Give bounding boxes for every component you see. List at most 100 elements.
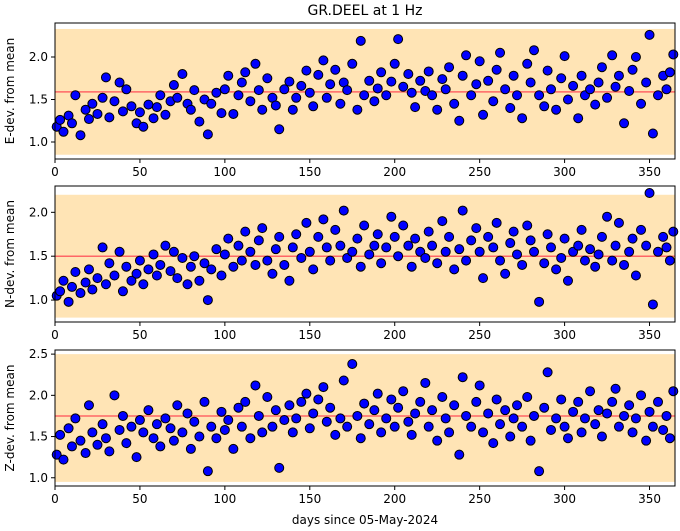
data-point (211, 244, 222, 255)
data-point (296, 396, 307, 407)
data-point (386, 394, 397, 405)
data-point (525, 235, 536, 246)
data-point (372, 83, 383, 94)
data-point (55, 286, 66, 297)
data-point (262, 255, 273, 266)
data-point (508, 413, 519, 424)
data-point (579, 255, 590, 266)
data-point (202, 129, 213, 140)
data-point (233, 90, 244, 101)
data-point (279, 415, 290, 426)
data-point (559, 51, 570, 62)
data-point (330, 429, 341, 440)
data-point (512, 249, 523, 260)
data-point (474, 380, 485, 391)
data-point (389, 58, 400, 69)
data-point (505, 238, 516, 249)
data-point (296, 80, 307, 91)
data-point (185, 104, 196, 115)
data-point (83, 400, 94, 411)
data-point (372, 229, 383, 240)
data-point (610, 383, 621, 394)
data-point (573, 240, 584, 251)
data-point (223, 70, 234, 81)
data-point (369, 405, 380, 416)
data-point (457, 70, 468, 81)
data-point (398, 386, 409, 397)
axes-frame (54, 185, 676, 323)
data-point (644, 188, 655, 199)
data-point (245, 96, 256, 107)
data-point (51, 449, 62, 460)
data-point (134, 415, 145, 426)
data-point (471, 223, 482, 234)
data-point (576, 70, 587, 81)
data-point (236, 421, 247, 432)
data-point (529, 246, 540, 257)
data-point (253, 410, 264, 421)
data-point (114, 424, 125, 435)
data-point (546, 242, 556, 253)
data-point (355, 35, 366, 46)
data-point (58, 275, 69, 286)
data-point (406, 261, 417, 272)
data-point (427, 90, 438, 101)
data-point (63, 296, 74, 307)
data-point (233, 240, 244, 251)
data-point (636, 224, 647, 235)
data-point (308, 264, 319, 275)
data-point (182, 408, 193, 419)
data-point (359, 220, 370, 231)
data-point (585, 84, 596, 95)
data-point (359, 398, 370, 409)
data-point (100, 72, 111, 83)
data-point (355, 433, 366, 444)
data-points (51, 29, 679, 141)
data-point (449, 264, 460, 275)
x-tick-label: 150 (298, 328, 321, 342)
data-point (291, 413, 302, 424)
data-point (619, 410, 630, 421)
data-point (160, 240, 171, 251)
data-point (522, 58, 533, 69)
data-point (223, 233, 234, 244)
data-point (517, 259, 528, 270)
data-point (483, 231, 494, 242)
data-point (410, 233, 421, 244)
data-point (607, 50, 618, 61)
data-point (432, 258, 443, 269)
data-point (121, 438, 132, 449)
data-point (301, 65, 312, 76)
data-point (546, 424, 556, 435)
data-point (308, 101, 319, 112)
data-point (66, 281, 77, 292)
data-point (461, 50, 472, 61)
data-point (267, 421, 278, 432)
data-point (284, 275, 295, 286)
x-tick-label: 300 (553, 492, 576, 506)
data-point (257, 427, 268, 438)
data-point (398, 220, 409, 231)
data-point (410, 102, 421, 113)
data-point (168, 435, 179, 446)
data-point (647, 421, 658, 432)
data-point (194, 275, 205, 286)
x-tick-label: 100 (213, 328, 236, 342)
data-point (253, 235, 264, 246)
data-point (338, 375, 349, 386)
data-point (624, 400, 635, 411)
data-point (279, 259, 290, 270)
data-point (539, 258, 550, 269)
data-point (590, 261, 601, 272)
data-point (117, 410, 128, 421)
x-tick-label: 200 (383, 328, 406, 342)
data-point (653, 396, 664, 407)
data-point (185, 261, 196, 272)
data-point (270, 100, 281, 111)
data-point (559, 421, 570, 432)
data-point (189, 85, 200, 96)
data-point (664, 255, 675, 266)
data-point (579, 413, 590, 424)
data-point (114, 77, 125, 88)
data-point (325, 402, 336, 413)
